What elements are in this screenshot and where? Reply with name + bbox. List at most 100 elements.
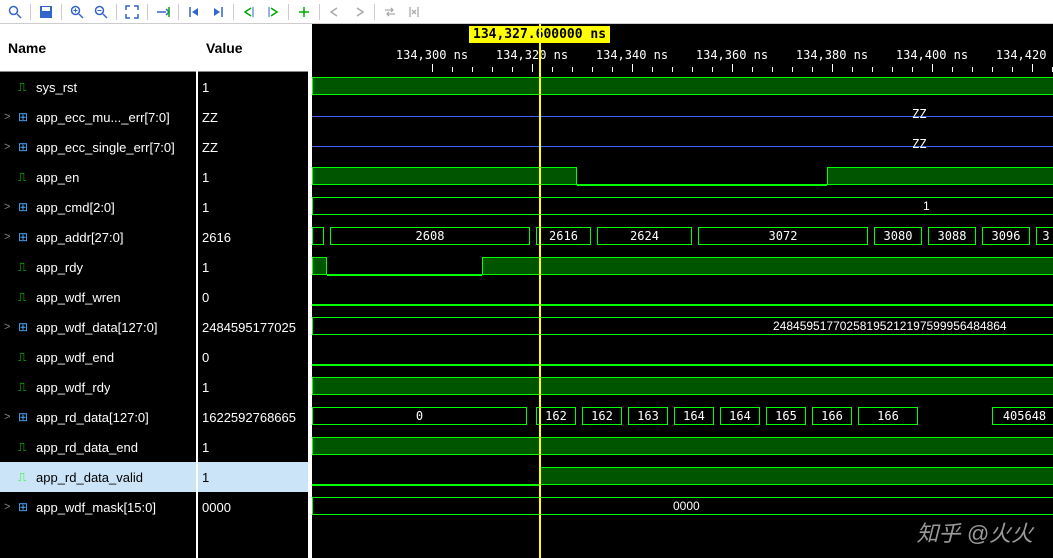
signal-name-row[interactable]: ⎍app_wdf_wren (0, 282, 196, 312)
signal-name-row[interactable]: ⎍app_en (0, 162, 196, 192)
signal-name-row[interactable]: >⊞app_cmd[2:0] (0, 192, 196, 222)
signal-type-icon: ⎍ (18, 440, 36, 455)
signal-value-row[interactable]: 1 (198, 162, 308, 192)
signal-value-row[interactable]: 0 (198, 342, 308, 372)
signal-name-row[interactable]: ⎍app_rd_data_end (0, 432, 196, 462)
toolbar (0, 0, 1053, 24)
ruler-label: 134,300 ns (396, 48, 468, 62)
prev-marker-icon[interactable] (324, 2, 346, 22)
signal-type-icon: ⎍ (18, 350, 36, 365)
search-icon[interactable] (4, 2, 26, 22)
signal-name-row[interactable]: ⎍sys_rst (0, 72, 196, 102)
signal-type-icon: ⎍ (18, 260, 36, 275)
signal-name-row[interactable]: ⎍app_wdf_end (0, 342, 196, 372)
signal-name: app_rd_data[127:0] (36, 410, 149, 425)
expand-icon[interactable]: > (4, 231, 18, 243)
signal-value-row[interactable]: 1622592768665 (198, 402, 308, 432)
signal-value: ZZ (202, 140, 218, 155)
signal-name-row[interactable]: >⊞app_ecc_single_err[7:0] (0, 132, 196, 162)
signal-type-icon: ⊞ (18, 110, 36, 124)
expand-icon[interactable]: > (4, 201, 18, 213)
signal-name: app_addr[27:0] (36, 230, 123, 245)
signal-name-row[interactable]: >⊞app_ecc_mu..._err[7:0] (0, 102, 196, 132)
waveform-row[interactable] (312, 342, 1053, 372)
expand-icon[interactable]: > (4, 501, 18, 513)
zoom-fit-icon[interactable] (121, 2, 143, 22)
signal-value: 1 (202, 170, 209, 185)
signal-value-row[interactable]: 2616 (198, 222, 308, 252)
time-cursor[interactable] (539, 24, 541, 558)
waveform-row[interactable] (312, 162, 1053, 192)
goto-end-icon[interactable] (207, 2, 229, 22)
waveform-row[interactable] (312, 252, 1053, 282)
collapse-icon[interactable] (403, 2, 425, 22)
signal-name-panel: Name ⎍sys_rst>⊞app_ecc_mu..._err[7:0]>⊞a… (0, 24, 196, 558)
signal-name-row[interactable]: ⎍app_rd_data_valid (0, 462, 196, 492)
signal-value: 1 (202, 260, 209, 275)
value-panel: Value 1ZZZZ11261610248459517702501162259… (196, 24, 308, 558)
expand-icon[interactable]: > (4, 411, 18, 423)
signal-value-row[interactable]: 1 (198, 72, 308, 102)
swap-icon[interactable] (379, 2, 401, 22)
waveform-row[interactable]: 0000 (312, 492, 1053, 522)
signal-value-row[interactable]: 1 (198, 462, 308, 492)
waveform-panel[interactable]: 134,327.600000 ns 134,300 ns134,320 ns13… (312, 24, 1053, 558)
signal-value: 0 (202, 350, 209, 365)
signal-name-row[interactable]: >⊞app_rd_data[127:0] (0, 402, 196, 432)
waveform-row[interactable] (312, 282, 1053, 312)
waveform-row[interactable] (312, 72, 1053, 102)
signal-value-row[interactable]: 2484595177025 (198, 312, 308, 342)
waveform-row[interactable] (312, 372, 1053, 402)
signal-value-row[interactable]: 1 (198, 432, 308, 462)
signal-name-row[interactable]: >⊞app_addr[27:0] (0, 222, 196, 252)
signal-type-icon: ⎍ (18, 170, 36, 185)
waveform-row[interactable]: 24845951770258195212197599956484864 (312, 312, 1053, 342)
signal-name-row[interactable]: ⎍app_rdy (0, 252, 196, 282)
signal-name-row[interactable]: >⊞app_wdf_data[127:0] (0, 312, 196, 342)
signal-type-icon: ⎍ (18, 470, 36, 485)
signal-type-icon: ⊞ (18, 500, 36, 514)
waveform-row[interactable]: ZZ (312, 132, 1053, 162)
signal-name: app_cmd[2:0] (36, 200, 115, 215)
signal-name: app_wdf_rdy (36, 380, 110, 395)
signal-type-icon: ⊞ (18, 230, 36, 244)
signal-type-icon: ⊞ (18, 320, 36, 334)
signal-value-row[interactable]: 1 (198, 192, 308, 222)
zoom-in-icon[interactable] (66, 2, 88, 22)
signal-type-icon: ⎍ (18, 380, 36, 395)
waveform-row[interactable]: 1 (312, 192, 1053, 222)
signal-value: 1 (202, 470, 209, 485)
waveform-row[interactable]: ZZ (312, 102, 1053, 132)
goto-start-icon[interactable] (183, 2, 205, 22)
signal-name: sys_rst (36, 80, 77, 95)
save-icon[interactable] (35, 2, 57, 22)
signal-value-row[interactable]: 0 (198, 282, 308, 312)
signal-value-row[interactable]: ZZ (198, 102, 308, 132)
next-edge-icon[interactable] (262, 2, 284, 22)
signal-name-row[interactable]: >⊞app_wdf_mask[15:0] (0, 492, 196, 522)
waveform-row[interactable]: 26082616262430723080308830963 (312, 222, 1053, 252)
expand-icon[interactable]: > (4, 141, 18, 153)
zoom-out-icon[interactable] (90, 2, 112, 22)
next-marker-icon[interactable] (348, 2, 370, 22)
signal-value-row[interactable]: 0000 (198, 492, 308, 522)
signal-value-row[interactable]: 1 (198, 372, 308, 402)
goto-cursor-icon[interactable] (152, 2, 174, 22)
waveform-row[interactable] (312, 432, 1053, 462)
expand-icon[interactable]: > (4, 111, 18, 123)
expand-icon[interactable]: > (4, 321, 18, 333)
signal-name-row[interactable]: ⎍app_wdf_rdy (0, 372, 196, 402)
signal-value-row[interactable]: 1 (198, 252, 308, 282)
signal-value: ZZ (202, 110, 218, 125)
ruler-label: 134,420 ns (996, 48, 1053, 62)
signal-value: 1 (202, 200, 209, 215)
ruler-label: 134,360 ns (696, 48, 768, 62)
waveform-row[interactable] (312, 462, 1053, 492)
waveform-row[interactable]: 0162162163164164165166166405648 (312, 402, 1053, 432)
signal-value: 1 (202, 80, 209, 95)
add-marker-icon[interactable] (293, 2, 315, 22)
value-column-header: Value (198, 24, 308, 72)
signal-value-row[interactable]: ZZ (198, 132, 308, 162)
prev-edge-icon[interactable] (238, 2, 260, 22)
signal-value: 2484595177025 (202, 320, 296, 335)
